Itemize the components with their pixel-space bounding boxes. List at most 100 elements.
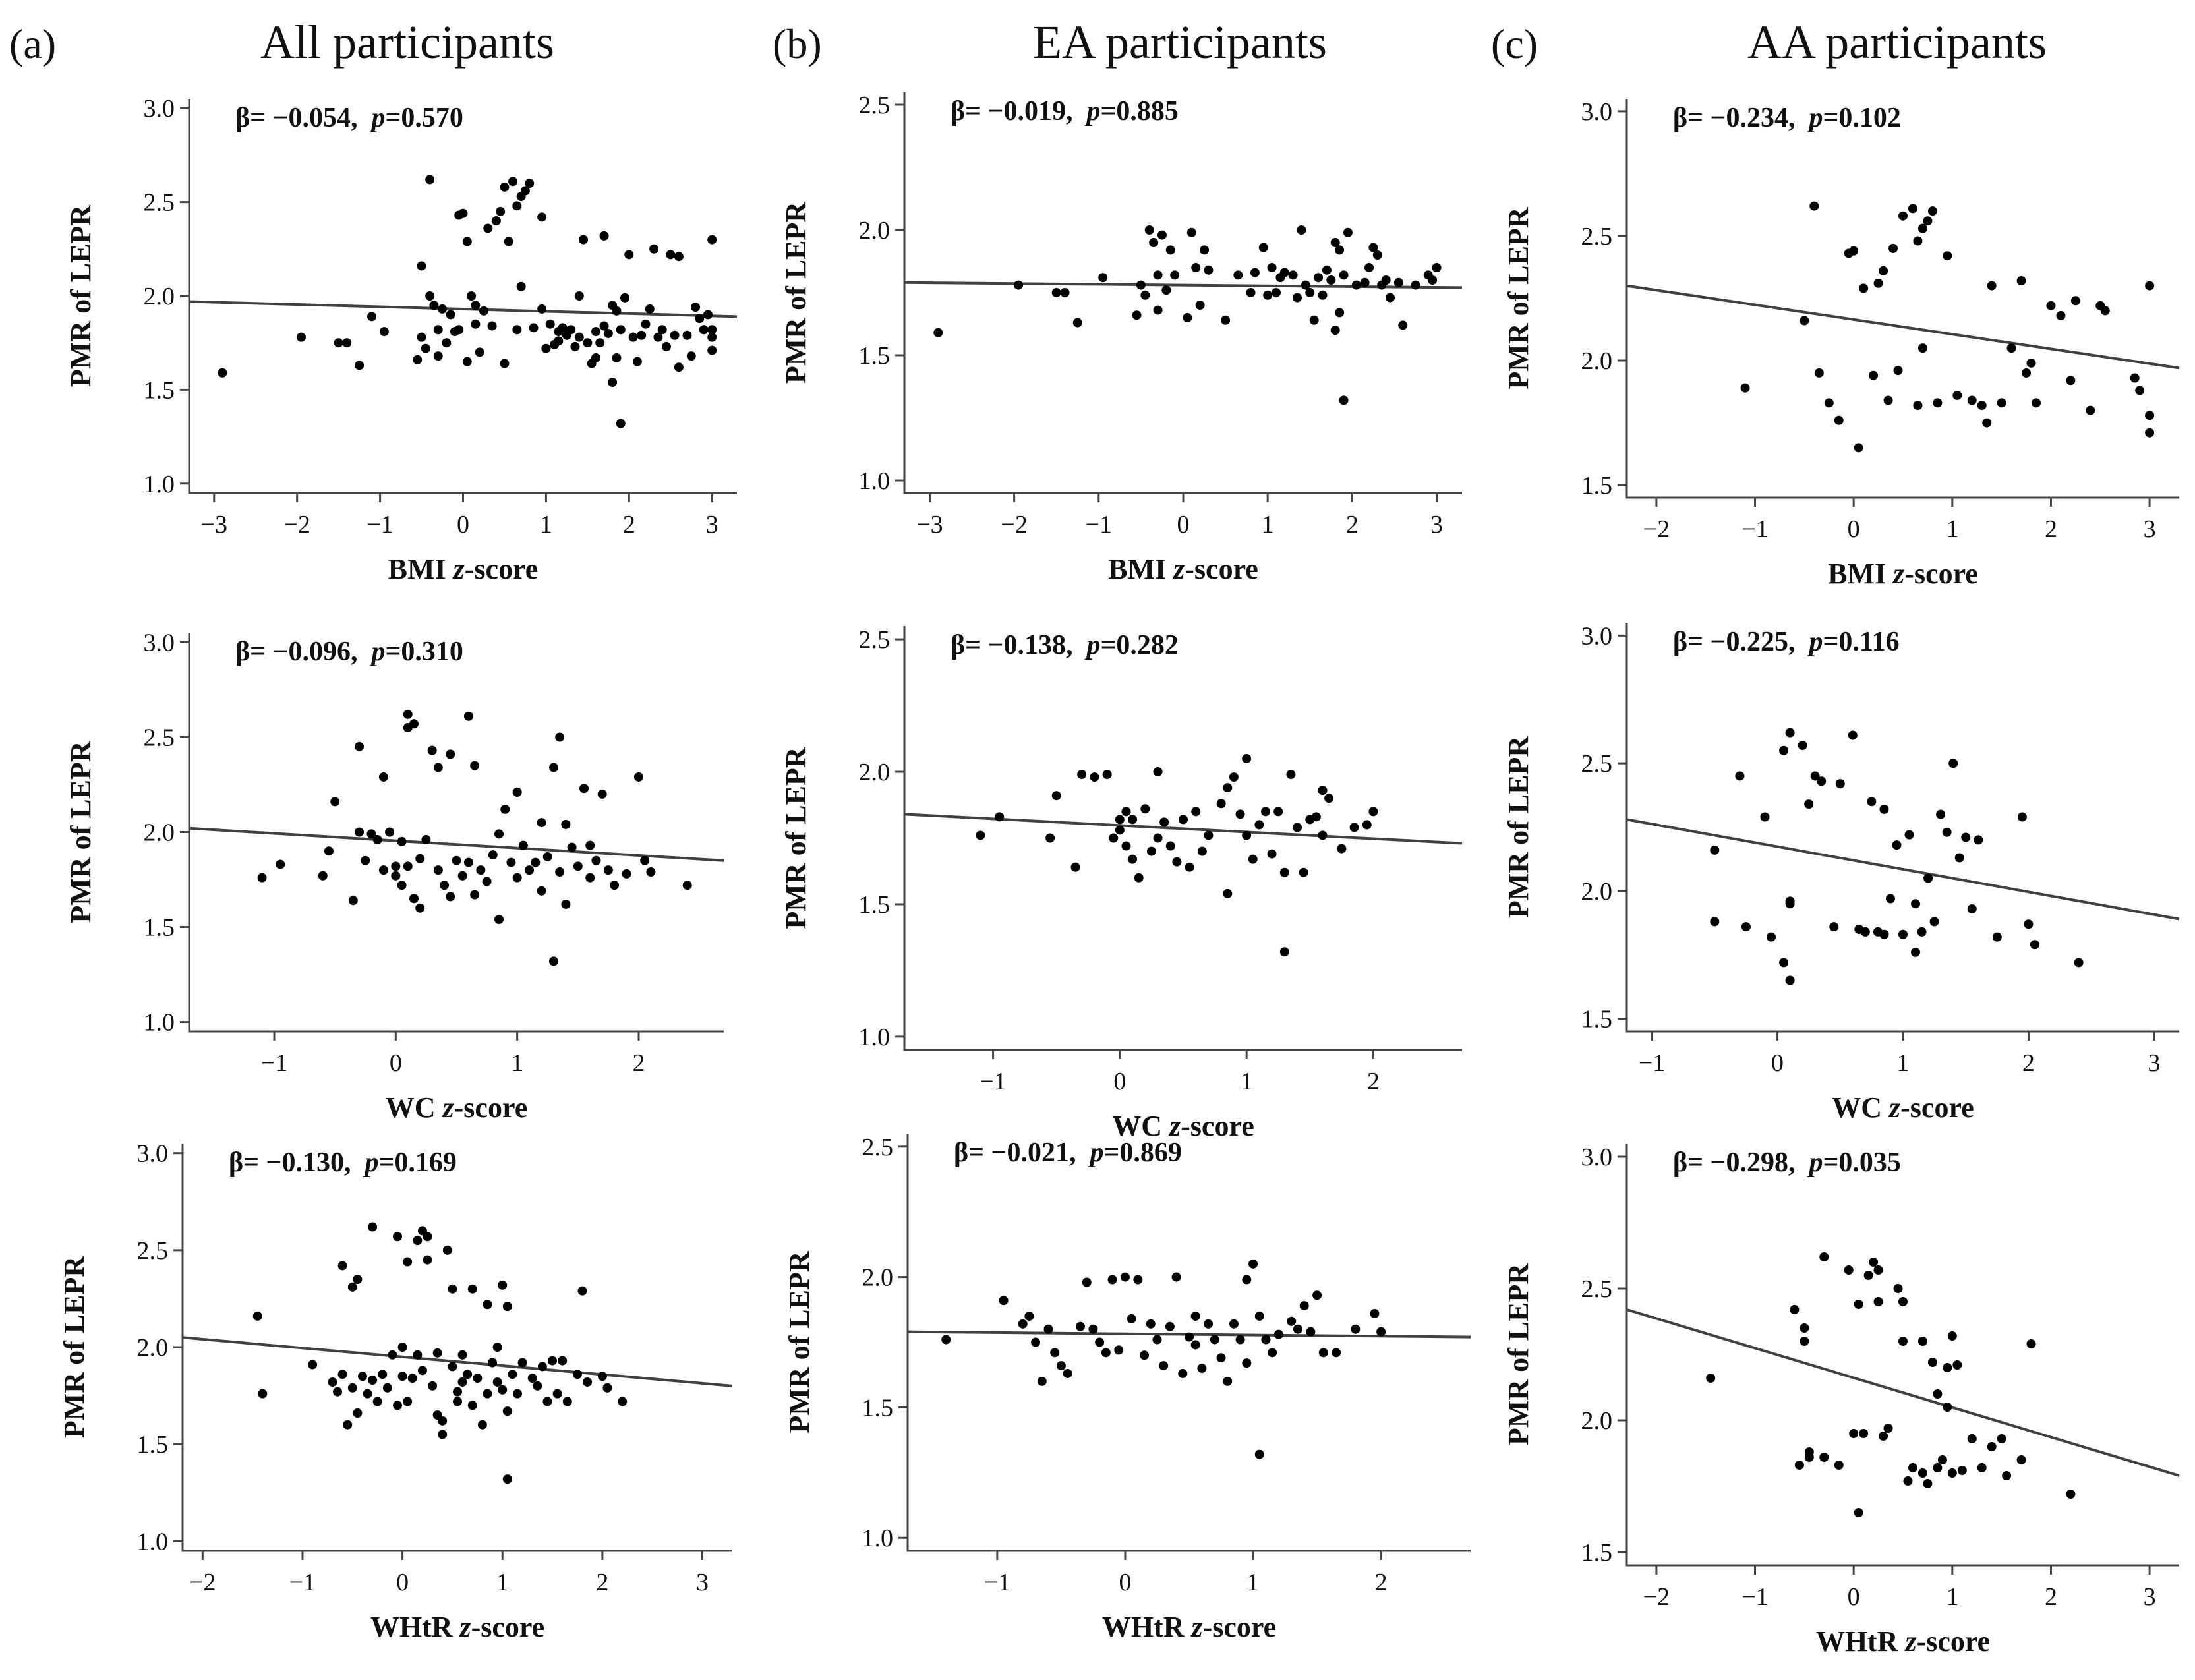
data-point-b1-42	[1326, 275, 1336, 285]
x-axis-var-a3: WHtR	[370, 1611, 460, 1643]
data-point-b1-53	[1372, 250, 1382, 260]
data-point-a1-9	[417, 332, 426, 342]
data-point-a2-29	[440, 881, 450, 890]
data-point-a1-26	[471, 301, 481, 310]
data-point-b2-40	[1279, 947, 1289, 957]
data-point-c1-21	[1917, 223, 1927, 233]
regression-line-a2	[189, 826, 724, 862]
data-point-a3-31	[423, 1255, 432, 1265]
data-point-c1-30	[1987, 281, 1997, 291]
x-axis-var-b3: WHtR	[1102, 1611, 1192, 1643]
data-point-a3-49	[477, 1420, 487, 1430]
data-point-c3-25	[1908, 1463, 1917, 1472]
data-point-a2-31	[446, 892, 455, 902]
data-point-a1-83	[661, 341, 671, 351]
p-value-c2: =0.116	[1823, 627, 1900, 657]
data-point-c3-16	[1869, 1258, 1879, 1267]
stats-label-a2: β= −0.096, p=0.310	[235, 637, 463, 667]
data-point-b3-3	[1024, 1311, 1034, 1321]
y-tick-label-a3-4: 3.0	[137, 1140, 169, 1168]
x-tick-label-a3-3: 1	[496, 1569, 509, 1596]
data-point-a1-52	[558, 323, 568, 333]
data-point-b2-26	[1197, 846, 1207, 856]
data-point-b3-43	[1287, 1316, 1297, 1326]
y-tick-label-b2-2: 2.0	[859, 759, 891, 786]
data-point-a3-30	[417, 1366, 427, 1376]
data-point-c3-26	[1917, 1468, 1927, 1478]
beta-value-b1: β= −0.019,	[951, 96, 1087, 127]
y-tick-label-b1-1: 1.5	[859, 342, 891, 370]
y-tick-label-c3-0: 1.5	[1581, 1539, 1613, 1567]
data-point-b1-24	[1233, 270, 1243, 280]
scatter-chart-a1: 1.0 1.5 2.0 2.5 3.0 −3 −2 −1 0 1 2 3 β= −0.054, p=0.…	[65, 95, 738, 585]
data-point-c1-2	[1809, 201, 1819, 211]
data-point-a3-14	[368, 1222, 378, 1232]
data-point-a1-29	[479, 306, 488, 316]
data-point-b3-5	[1037, 1376, 1047, 1386]
data-point-a3-72	[577, 1286, 587, 1296]
x-tick-label-c3-3: 1	[1946, 1583, 1958, 1611]
data-point-a1-28	[475, 347, 484, 357]
x-axis-var-c2: WC	[1832, 1091, 1889, 1124]
data-point-a1-8	[417, 261, 426, 271]
data-point-a3-68	[552, 1389, 562, 1399]
stats-label-c3: β= −0.298, p=0.035	[1673, 1147, 1901, 1178]
data-point-a2-47	[518, 840, 528, 850]
data-point-b3-46	[1306, 1327, 1316, 1337]
data-point-c2-5	[1767, 932, 1776, 942]
axes-b2	[903, 626, 1462, 1051]
data-point-a3-64	[533, 1381, 542, 1391]
data-point-b3-35	[1235, 1335, 1245, 1345]
data-point-c3-39	[1967, 1434, 1977, 1443]
data-point-a1-17	[442, 338, 452, 348]
data-point-a1-7	[413, 355, 423, 364]
data-point-b2-29	[1223, 888, 1233, 898]
data-point-a2-64	[597, 789, 607, 799]
data-point-a3-24	[403, 1257, 413, 1267]
data-point-b1-32	[1279, 268, 1289, 277]
data-point-b3-10	[1076, 1321, 1086, 1331]
data-point-b3-51	[1370, 1308, 1380, 1318]
data-point-c2-18	[1848, 730, 1858, 740]
data-point-c3-0	[1706, 1374, 1716, 1383]
data-point-b1-9	[1144, 225, 1154, 235]
x-tick-label-c2-4: 3	[2148, 1049, 2160, 1077]
x-axis-score-b3: -score	[1203, 1611, 1277, 1643]
p-symbol-c3: p	[1807, 1147, 1823, 1178]
data-point-a1-75	[628, 332, 638, 342]
data-point-a1-97	[707, 235, 717, 245]
data-point-a2-16	[397, 836, 407, 846]
data-point-a3-1	[258, 1389, 268, 1399]
x-axis-label-c3: WHtR z-score	[1816, 1625, 1990, 1658]
data-point-b1-58	[1398, 320, 1408, 330]
data-point-a2-26	[427, 745, 437, 755]
data-point-b3-2	[1018, 1319, 1028, 1329]
data-point-a1-1	[296, 332, 306, 342]
data-point-b1-15	[1165, 245, 1175, 255]
data-point-a2-56	[555, 732, 565, 742]
stats-label-b1: β= −0.019, p=0.885	[951, 96, 1179, 127]
data-point-a3-26	[407, 1374, 417, 1383]
data-point-b3-12	[1088, 1324, 1098, 1334]
data-point-a1-56	[574, 291, 584, 301]
beta-value-c2: β= −0.225,	[1673, 627, 1809, 657]
y-tick-label-c2-0: 1.5	[1581, 1006, 1613, 1033]
data-point-a1-57	[574, 332, 584, 342]
data-point-a3-48	[473, 1374, 483, 1383]
p-symbol-b2: p	[1085, 630, 1101, 660]
data-point-a3-63	[527, 1374, 537, 1383]
data-point-a3-76	[618, 1397, 628, 1406]
data-point-a1-35	[500, 359, 510, 368]
data-point-c2-17	[1835, 779, 1845, 789]
data-point-b1-29	[1267, 263, 1277, 272]
data-point-b3-11	[1082, 1277, 1092, 1287]
data-point-a1-43	[525, 179, 535, 188]
data-point-b3-36	[1242, 1358, 1252, 1368]
data-point-a1-45	[537, 212, 547, 222]
scatter-chart-b2: 1.0 1.5 2.0 2.5 −1 0 1 2 β= −0.138, p=0.282 WC z-…	[780, 626, 1463, 1142]
x-tick-label-a2-1: 0	[390, 1049, 402, 1077]
data-point-b2-36	[1260, 807, 1270, 817]
y-tick-label-c3-1: 2.0	[1581, 1407, 1613, 1435]
p-symbol-a1: p	[370, 103, 386, 133]
data-point-c3-14	[1859, 1429, 1869, 1438]
